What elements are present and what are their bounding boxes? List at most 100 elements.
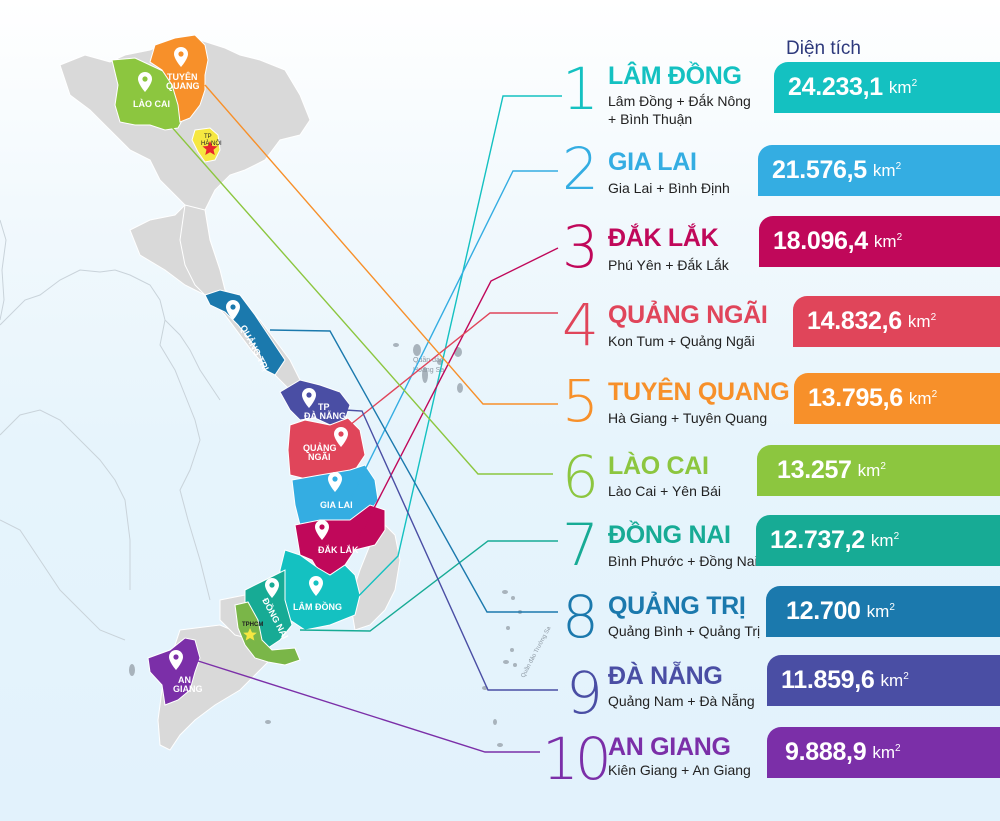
pin-icon-tuyen-quang: [174, 47, 188, 67]
map-label-ha-noi-1: TP: [204, 134, 212, 140]
map-label-an-giang-1: AN: [178, 675, 191, 685]
ranking-item-9: 9 ĐÀ NẴNG Quảng Nam + Đà Nẵng 11.859,6 k…: [0, 0, 1000, 722]
pin-icon-quang-ngai: [334, 427, 348, 447]
connector-lines: [169, 84, 562, 753]
map-label-dak-lak: ĐẮK LẮK: [318, 545, 359, 555]
area-bar: 13.795,6 km2: [794, 373, 1000, 424]
province-name: LÀO CAI: [608, 452, 709, 480]
area-unit: km2: [866, 601, 895, 621]
pin-icon-quang-tri: [226, 300, 240, 320]
merged-provinces: Lào Cai + Yên Bái: [608, 483, 721, 499]
area-unit: km2: [872, 160, 902, 180]
rank-number: 3: [562, 213, 599, 281]
area-unit: km2: [908, 388, 938, 408]
ranking-item-10: 10 AN GIANG Kiên Giang + An Giang 9.888,…: [0, 0, 1000, 788]
map-label-da-nang-2: ĐÀ NẴNG: [304, 410, 346, 421]
map-label-quang-ngai-2: NGÃI: [308, 452, 331, 462]
connector-line-5: [204, 84, 558, 405]
area-value: 14.832,6: [807, 307, 902, 335]
area-column-header: Diện tích: [786, 38, 861, 59]
area-unit: km2: [907, 311, 937, 331]
map-label-lam-dong: LÂM ĐỒNG: [293, 601, 342, 612]
rank-number: 2: [562, 135, 599, 203]
area-bar: 11.859,6 km2: [767, 655, 1000, 706]
area-unit: km2: [880, 670, 909, 690]
merged-provinces: Quảng Nam + Đà Nẵng: [608, 693, 755, 709]
merged-provinces: Bình Phước + Đồng Nai: [608, 553, 758, 569]
connector-line-1: [334, 95, 562, 621]
province-tuyen-quang: [149, 34, 209, 123]
connector-line-2: [349, 170, 558, 501]
connector-line-4: [349, 312, 558, 426]
ranking-item-3: 3 ĐẮK LẮK Phú Yên + Đắk Lắk 18.096,4 km2: [0, 0, 1000, 276]
merged-provinces: Kiên Giang + An Giang: [608, 762, 751, 778]
province-an-giang: [147, 637, 201, 706]
province-name: TUYÊN QUANG: [608, 378, 790, 406]
ranking-item-1: 1 LÂM ĐỒNG Lâm Đồng + Đắk Nông + Bình Th…: [0, 0, 1000, 127]
rank-number: 6: [562, 443, 599, 511]
merged-provinces: Hà Giang + Tuyên Quang: [608, 410, 768, 426]
province-name: LÂM ĐỒNG: [608, 62, 742, 90]
rank-number: 7: [562, 511, 599, 579]
rank-number: 4: [562, 291, 599, 359]
area-value: 21.576,5: [772, 156, 867, 184]
pin-icon-dong-nai: [265, 578, 279, 598]
connector-line-7: [299, 540, 558, 632]
map-label-ha-noi-2: HÀ NỘI: [201, 140, 222, 147]
pin-icon-lam-dong: [309, 576, 323, 596]
pin-icon-da-nang: [302, 388, 316, 408]
area-value: 18.096,4: [773, 227, 868, 255]
province-name: QUẢNG TRỊ: [608, 592, 746, 620]
rank-number: 10: [542, 725, 612, 793]
map-label-an-giang-2: GIANG: [173, 684, 203, 694]
province-tphcm: [234, 601, 301, 666]
map-label-da-nang-1: TP: [318, 402, 330, 412]
map-label-tuyen-quang-1: TUYÊN: [167, 71, 198, 82]
connector-line-8: [269, 329, 558, 613]
area-unit: km2: [873, 231, 903, 251]
star-icon-ha-noi: [202, 141, 218, 155]
area-unit: km2: [888, 77, 918, 97]
star-icon-tphcm: [243, 628, 257, 641]
merged-provinces-line2: + Bình Thuận: [608, 111, 693, 127]
pin-icon-an-giang: [169, 650, 183, 670]
map-label-quang-ngai-1: QUẢNG: [303, 442, 337, 453]
area-value: 13.795,6: [808, 384, 903, 412]
neighbor-borders: [0, 219, 221, 641]
ranking-item-5: 5 TUYÊN QUANG Hà Giang + Tuyên Quang 13.…: [0, 0, 1000, 430]
rank-number: 1: [562, 55, 599, 123]
area-unit: km2: [870, 530, 900, 550]
province-name: ĐẮK LẮK: [608, 224, 719, 252]
area-unit: km2: [872, 742, 901, 762]
area-value: 24.233,1: [788, 73, 883, 101]
rank-number: 8: [562, 583, 599, 651]
province-name: ĐÀ NẴNG: [608, 662, 723, 690]
area-bar: 13.257 km2: [757, 445, 1000, 496]
ranking-item-6: 6 LÀO CAI Lào Cai + Yên Bái 13.257 km2: [0, 0, 1000, 506]
map-label-tphcm: TPHCM: [242, 622, 263, 628]
pin-icon-gia-lai: [328, 472, 342, 492]
area-value: 11.859,6: [781, 666, 875, 694]
province-name: AN GIANG: [608, 733, 731, 761]
area-bar: 18.096,4 km2: [759, 216, 1000, 267]
pin-icon-lao-cai: [138, 72, 152, 92]
area-value: 13.257: [777, 456, 852, 484]
merged-provinces: Lâm Đồng + Đắk Nông: [608, 93, 751, 109]
map-label-tuyen-quang-2: QUANG: [166, 81, 200, 91]
area-bar: 12.737,2 km2: [756, 515, 1000, 566]
area-bar: 21.576,5 km2: [758, 145, 1000, 196]
area-unit: km2: [857, 460, 886, 480]
area-bar: 14.832,6 km2: [793, 296, 1000, 347]
merged-provinces: Quảng Bình + Quảng Trị: [608, 623, 761, 639]
islands: [129, 343, 522, 747]
truong-sa-label: Quần đảo Trường Sa: [520, 625, 552, 679]
ranking-item-7: 7 ĐỒNG NAI Bình Phước + Đồng Nai 12.737,…: [0, 0, 1000, 574]
connector-line-6: [169, 124, 553, 475]
province-quang-tri: [204, 289, 286, 376]
area-bar: 12.700 km2: [766, 586, 1000, 637]
rank-number: 5: [562, 367, 599, 435]
merged-provinces: Kon Tum + Quảng Ngãi: [608, 333, 755, 349]
province-name: GIA LAI: [608, 148, 697, 176]
area-bar: 24.233,1 km2: [774, 62, 1000, 113]
